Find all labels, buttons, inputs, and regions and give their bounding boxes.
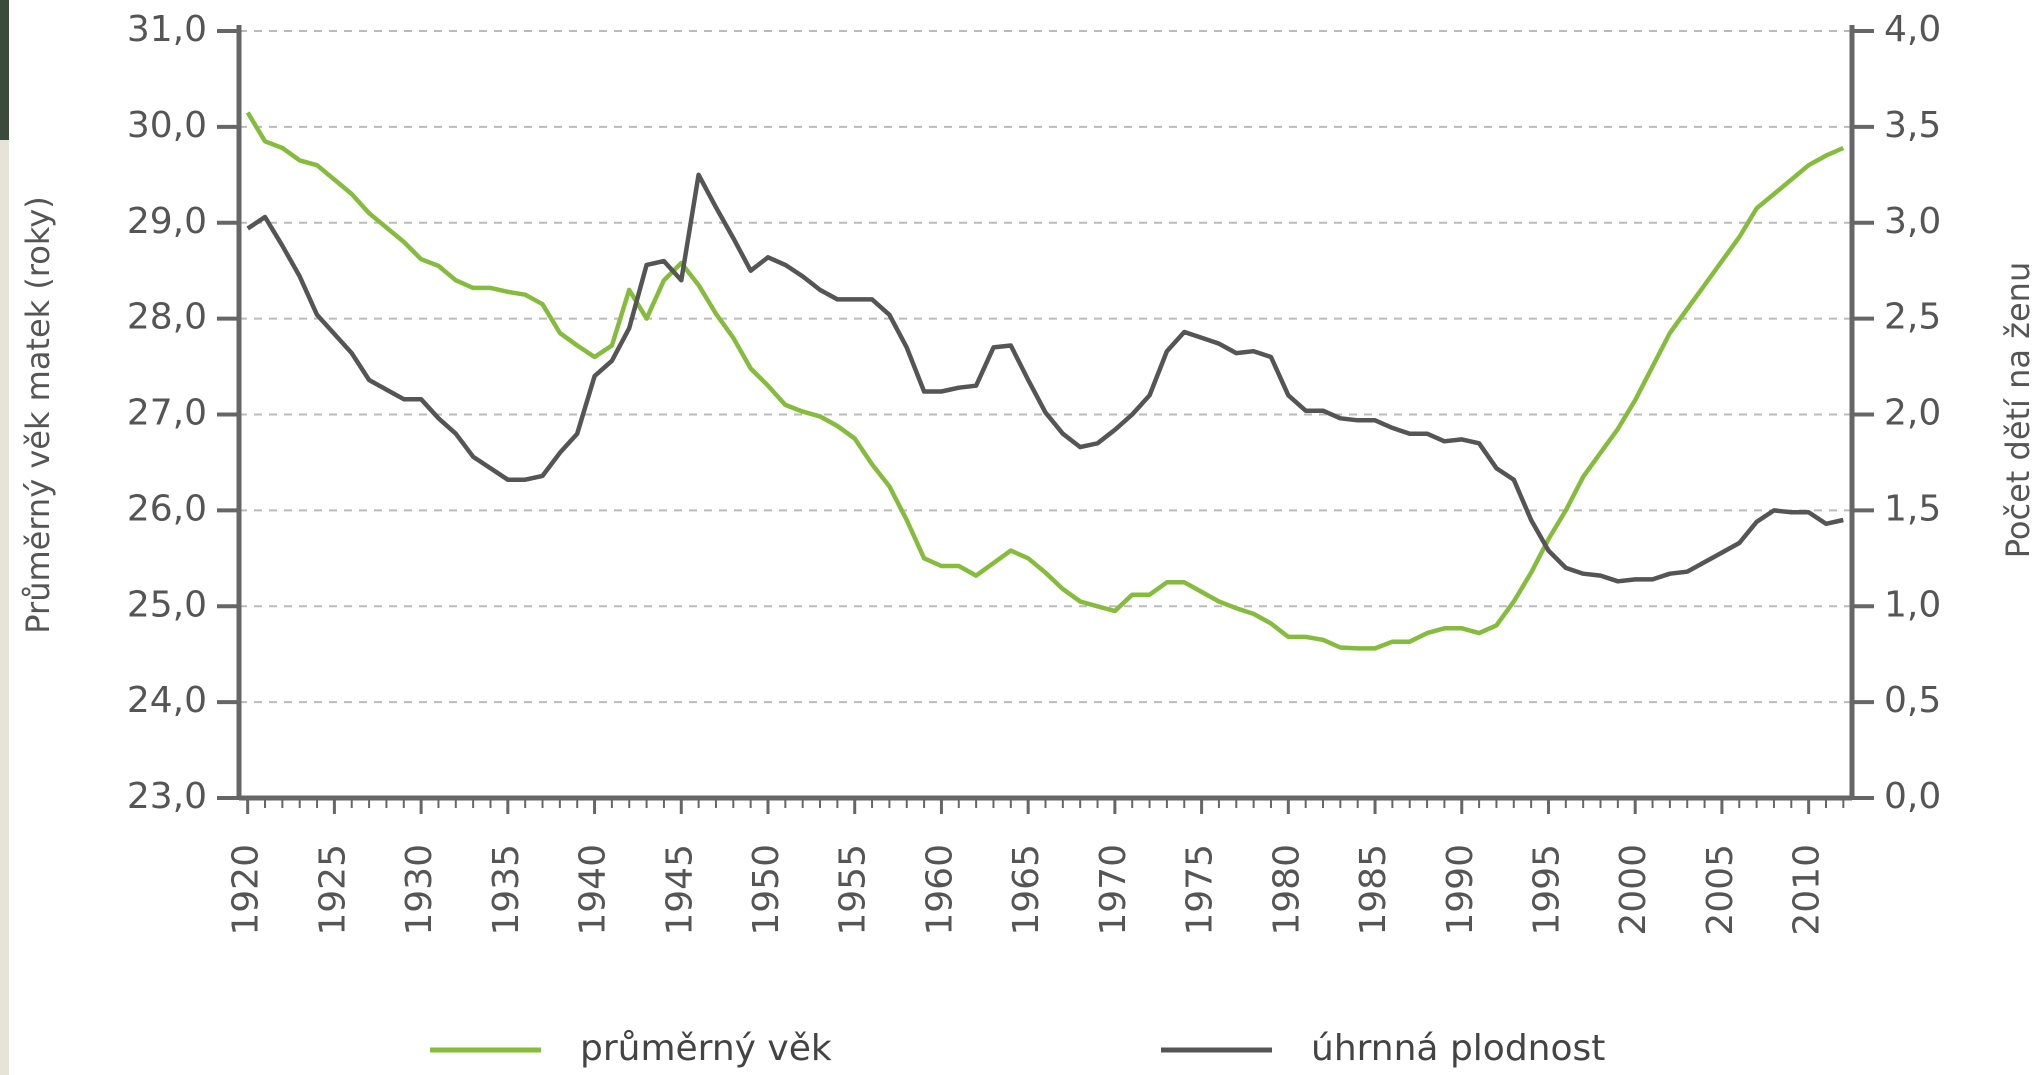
x-tick-label: 1990	[1440, 844, 1481, 936]
y-tick-label: 31,0	[127, 9, 207, 50]
y2-tick-label: 3,0	[1884, 201, 1941, 242]
y-tick-label: 26,0	[127, 488, 207, 529]
series-line	[246, 172, 1844, 584]
x-tick-label: 1975	[1180, 844, 1221, 936]
y2-tick-label: 1,5	[1884, 488, 1941, 529]
x-tick-label: 1980	[1266, 844, 1307, 936]
x-tick-label: 2000	[1613, 844, 1654, 936]
y2-tick-label: 0,0	[1884, 776, 1941, 817]
y-tick-label: 29,0	[127, 201, 207, 242]
y-tick-label: 27,0	[127, 393, 207, 434]
left-strip	[0, 0, 9, 1075]
y-axis-title: Průměrný věk matek (roky)	[19, 196, 57, 633]
y2-tick-label: 3,5	[1884, 105, 1941, 146]
y-tick-label: 30,0	[127, 105, 207, 146]
x-tick-label: 1955	[833, 844, 874, 936]
x-tick-label: 1950	[746, 844, 787, 936]
corner-patch	[0, 0, 9, 140]
x-tick-label: 1945	[659, 844, 700, 936]
y2-tick-label: 2,0	[1884, 393, 1941, 434]
x-tick-label: 1930	[399, 844, 440, 936]
x-tick-label: 1935	[486, 844, 527, 936]
y2-tick-label: 1,0	[1884, 584, 1941, 625]
y-tick-label: 24,0	[127, 680, 207, 721]
x-tick-label: 1965	[1006, 844, 1047, 936]
legend-label: průměrný věk	[580, 1028, 832, 1069]
series-line	[245, 111, 1845, 651]
x-tick-label: 2005	[1700, 844, 1741, 936]
y-tick-label: 23,0	[127, 776, 207, 817]
x-tick-label: 1970	[1093, 844, 1134, 936]
y-tick-label: 28,0	[127, 297, 207, 338]
x-tick-label: 1995	[1526, 844, 1567, 936]
legend-label: úhrnná plodnost	[1311, 1028, 1605, 1069]
x-tick-label: 2010	[1787, 844, 1828, 936]
x-tick-label: 1985	[1353, 844, 1394, 936]
y2-axis-title: Počet dětí na ženu	[1999, 262, 2037, 558]
x-tick-label: 1920	[226, 844, 267, 936]
x-tick-label: 1925	[312, 844, 353, 936]
y2-tick-label: 4,0	[1884, 9, 1941, 50]
x-tick-label: 1940	[573, 844, 614, 936]
y-tick-label: 25,0	[127, 584, 207, 625]
y2-tick-label: 2,5	[1884, 297, 1941, 338]
x-tick-label: 1960	[919, 844, 960, 936]
y2-tick-label: 0,5	[1884, 680, 1941, 721]
